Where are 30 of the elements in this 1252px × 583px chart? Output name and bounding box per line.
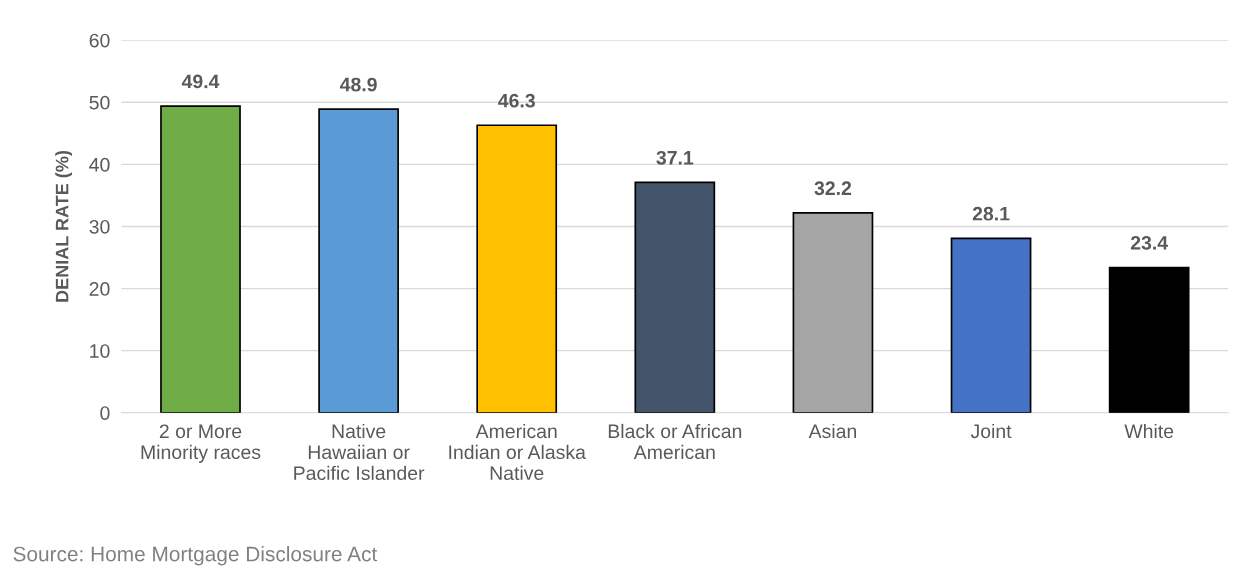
y-tick-label: 60 [89, 33, 110, 48]
bar [160, 105, 241, 413]
bar [792, 212, 874, 413]
x-tick-label: Black or African American [608, 423, 742, 460]
y-tick-label: 20 [89, 282, 110, 296]
bar [476, 124, 558, 413]
data-label: 28.1 [972, 206, 1010, 221]
y-tick-label: 50 [89, 95, 110, 110]
y-tick-label: 30 [89, 219, 110, 234]
y-axis-title: DENIAL RATE (%) [55, 150, 73, 302]
data-label: 23.4 [1130, 235, 1168, 250]
x-tick-label: White [1124, 423, 1174, 439]
y-tick-label: 0 [100, 406, 110, 420]
x-tick-label: Asian [808, 423, 856, 439]
x-tick-label: Joint [970, 423, 1012, 439]
data-label: 37.1 [656, 150, 694, 165]
data-label: 49.4 [181, 74, 220, 89]
data-label: 32.2 [814, 181, 852, 196]
bar [634, 181, 716, 413]
y-tick-label: 40 [89, 157, 110, 172]
source-note: Source: Home Mortgage Disclosure Act [13, 546, 378, 566]
y-tick-label: 10 [90, 344, 110, 358]
data-label: 46.3 [498, 93, 535, 108]
bar [950, 237, 1032, 413]
bar [318, 108, 399, 413]
x-tick-label: American Indian or Alaska Native [449, 423, 586, 481]
data-label: 48.9 [339, 77, 377, 92]
x-tick-label: 2 or More Minority races [141, 424, 261, 463]
bar [1108, 266, 1190, 413]
x-tick-label: Native Hawaiian or Pacific Islander [294, 423, 425, 481]
